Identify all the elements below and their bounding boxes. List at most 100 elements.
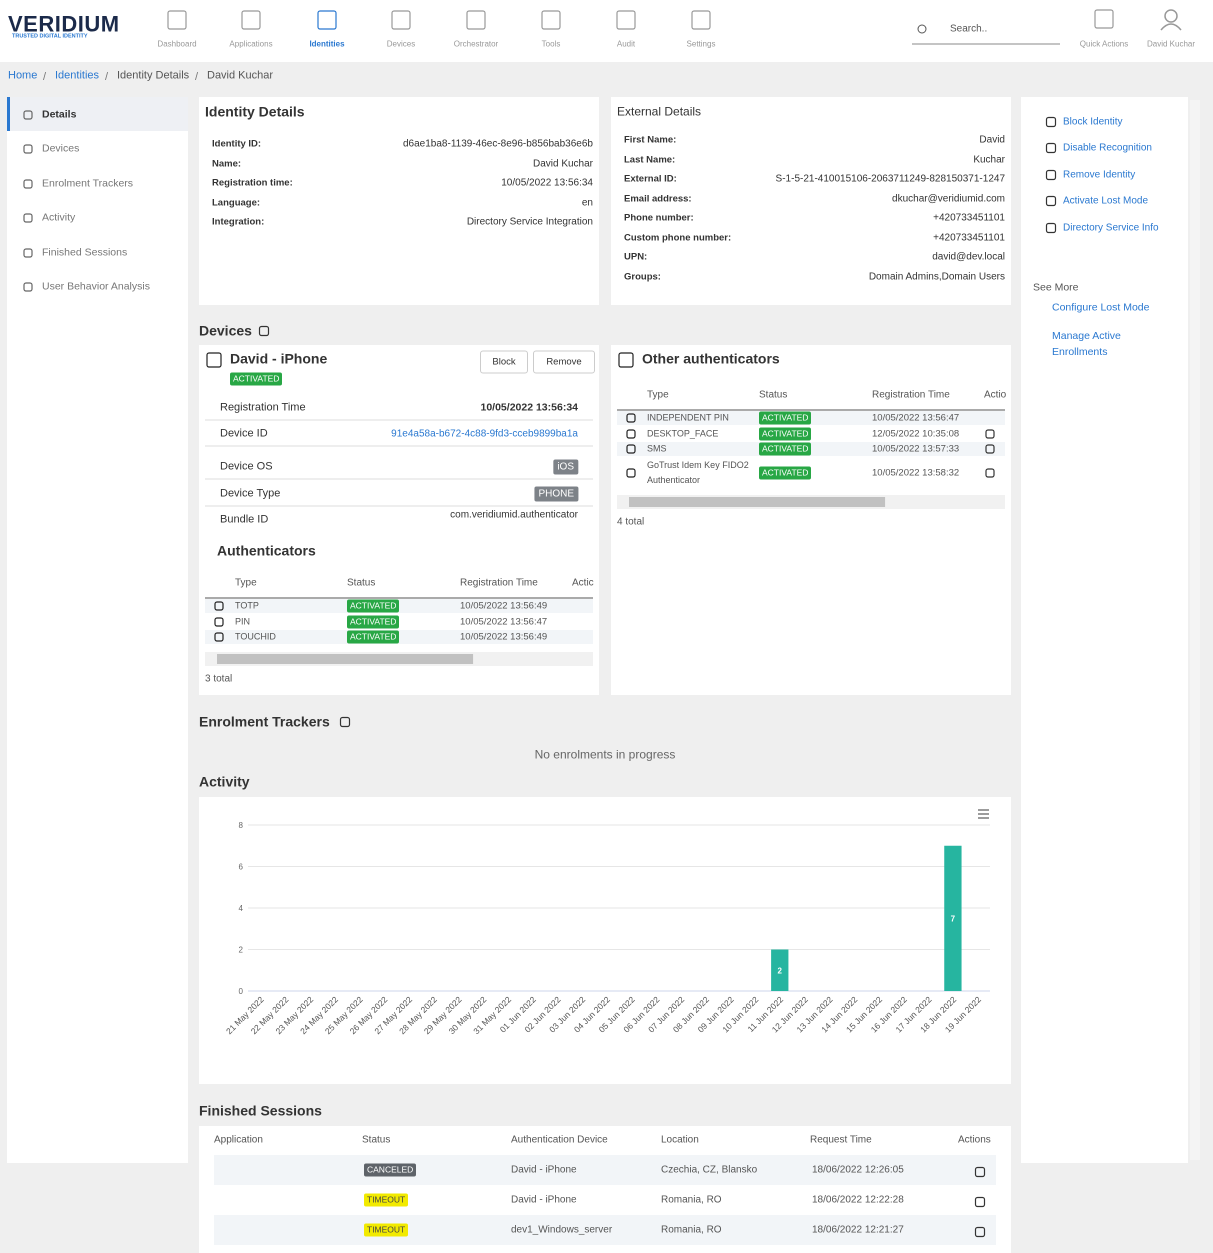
column-header[interactable]: Registration Time (872, 389, 950, 401)
location: Romania, RO (661, 1224, 722, 1236)
column-header[interactable]: Status (347, 577, 376, 589)
bar (771, 949, 789, 991)
icon (391, 10, 411, 30)
column-header: Actions (958, 1134, 991, 1146)
block-button[interactable]: Block (480, 350, 528, 374)
sidebar-item[interactable]: Enrolment Trackers (42, 177, 134, 190)
field-value: PHONE (534, 486, 578, 502)
registration-time: 10/05/2022 13:56:47 (872, 412, 960, 424)
nav-item[interactable]: Orchestrator (453, 39, 499, 49)
row-stripe (214, 1155, 996, 1185)
action-link[interactable]: Activate Lost Mode (1063, 195, 1149, 207)
user-menu[interactable]: David Kuchar (1146, 39, 1196, 49)
nav-item[interactable]: Tools (541, 39, 561, 49)
action-link[interactable]: Disable Recognition (1063, 142, 1152, 154)
column-header[interactable]: Status (759, 389, 788, 401)
section-heading: Devices (199, 322, 252, 339)
icon (985, 429, 995, 439)
column-header: Actic (572, 577, 594, 589)
icon (1045, 116, 1057, 128)
search-input[interactable]: Search.. (950, 23, 988, 35)
sidebar-item[interactable]: Devices (42, 142, 80, 155)
column-header[interactable]: Type (235, 577, 257, 589)
status-badge: ACTIVATED (759, 442, 812, 456)
action-link[interactable]: Remove Identity (1063, 169, 1136, 181)
field-value[interactable]: 91e4a58a-b672-4c88-9fd3-cceb9899ba1a (391, 428, 578, 440)
section-heading: Activity (199, 773, 250, 790)
field-value: David Kuchar (532, 158, 593, 169)
sidebar-item[interactable]: Details (42, 108, 77, 121)
icon (214, 632, 224, 642)
see-more-link[interactable]: Manage Active Enrollments (1052, 330, 1121, 358)
column-header: Location (661, 1134, 699, 1146)
remove-button[interactable]: Remove (533, 350, 595, 374)
status-badge: ACTIVATED (759, 466, 812, 480)
bar (944, 845, 962, 991)
identity-panel (199, 97, 599, 305)
field-value: david@dev.local (932, 251, 1005, 263)
action-link[interactable]: Block Identity (1063, 116, 1123, 128)
registration-time: 10/05/2022 13:58:32 (872, 467, 960, 479)
chart-panel (199, 797, 1011, 1084)
icon (691, 10, 711, 30)
quick-actions[interactable]: Quick Actions (1079, 39, 1129, 49)
panel-title: Identity Details (205, 103, 305, 120)
status-badge: ACTIVATED (230, 372, 283, 386)
icon (23, 248, 33, 258)
y-tick-label: 2 (239, 946, 244, 955)
bar-value-label: 7 (951, 914, 956, 923)
header (0, 0, 1213, 62)
column-header[interactable]: Registration Time (460, 577, 538, 589)
field-label: Email address: (624, 193, 692, 204)
column-header: Application (214, 1134, 263, 1146)
panel-title: External Details (617, 104, 702, 119)
search-icon (917, 24, 927, 34)
icon (339, 716, 351, 728)
field-label: Groups: (624, 271, 661, 282)
nav-item[interactable]: Dashboard (157, 39, 197, 49)
nav-item[interactable]: Settings (686, 39, 716, 49)
icon (985, 444, 995, 454)
registration-time: 10/05/2022 13:56:49 (460, 631, 548, 643)
icon (1094, 9, 1114, 29)
auth-type: PIN (235, 616, 251, 627)
scrollbar[interactable] (1190, 100, 1200, 1160)
status-badge: ACTIVATED (347, 615, 400, 629)
icon (23, 110, 33, 120)
field-label: First Name: (624, 134, 677, 146)
nav-item[interactable]: Identities (309, 39, 345, 49)
registration-time: 10/05/2022 13:56:49 (460, 600, 548, 612)
action-link[interactable]: Directory Service Info (1063, 222, 1159, 234)
request-time: 18/06/2022 12:26:05 (812, 1164, 904, 1176)
icon (626, 429, 636, 439)
see-more-link[interactable]: Configure Lost Mode (1052, 301, 1150, 314)
sidebar-item[interactable]: Finished Sessions (42, 246, 128, 259)
breadcrumb-separator: / (105, 71, 109, 83)
sidebar (7, 97, 188, 1163)
status-badge: ACTIVATED (759, 411, 812, 425)
nav-item[interactable]: Devices (386, 39, 416, 49)
row-stripe (214, 1215, 996, 1245)
column-header: Request Time (810, 1134, 872, 1146)
user-icon (1164, 9, 1178, 23)
field-value: 10/05/2022 13:56:34 (480, 401, 579, 414)
status-badge: TIMEOUT (364, 1193, 409, 1207)
icon (167, 10, 187, 30)
registration-time: 10/05/2022 13:57:33 (872, 443, 960, 455)
location: Czechia, CZ, Blansko (661, 1164, 758, 1176)
sidebar-item[interactable]: Activity (42, 211, 76, 224)
breadcrumb-item[interactable]: Home (8, 69, 38, 82)
field-value: +420733451101 (933, 212, 1005, 224)
auth-type: INDEPENDENT PIN (647, 412, 729, 423)
column-header[interactable]: Type (647, 389, 669, 401)
nav-item[interactable]: Applications (229, 39, 273, 49)
breadcrumb-item[interactable]: Identities (55, 69, 100, 82)
sidebar-item[interactable]: User Behavior Analysis (42, 280, 150, 293)
nav-item[interactable]: Audit (616, 39, 636, 49)
icon (317, 10, 337, 30)
field-label: Device Type (220, 487, 281, 500)
auth-type: GoTrust Idem Key FIDO2 Authenticator (647, 460, 749, 485)
field-label: UPN: (624, 251, 648, 263)
auth-type: TOUCHID (235, 631, 276, 642)
device-name: David - iPhone (230, 350, 328, 367)
